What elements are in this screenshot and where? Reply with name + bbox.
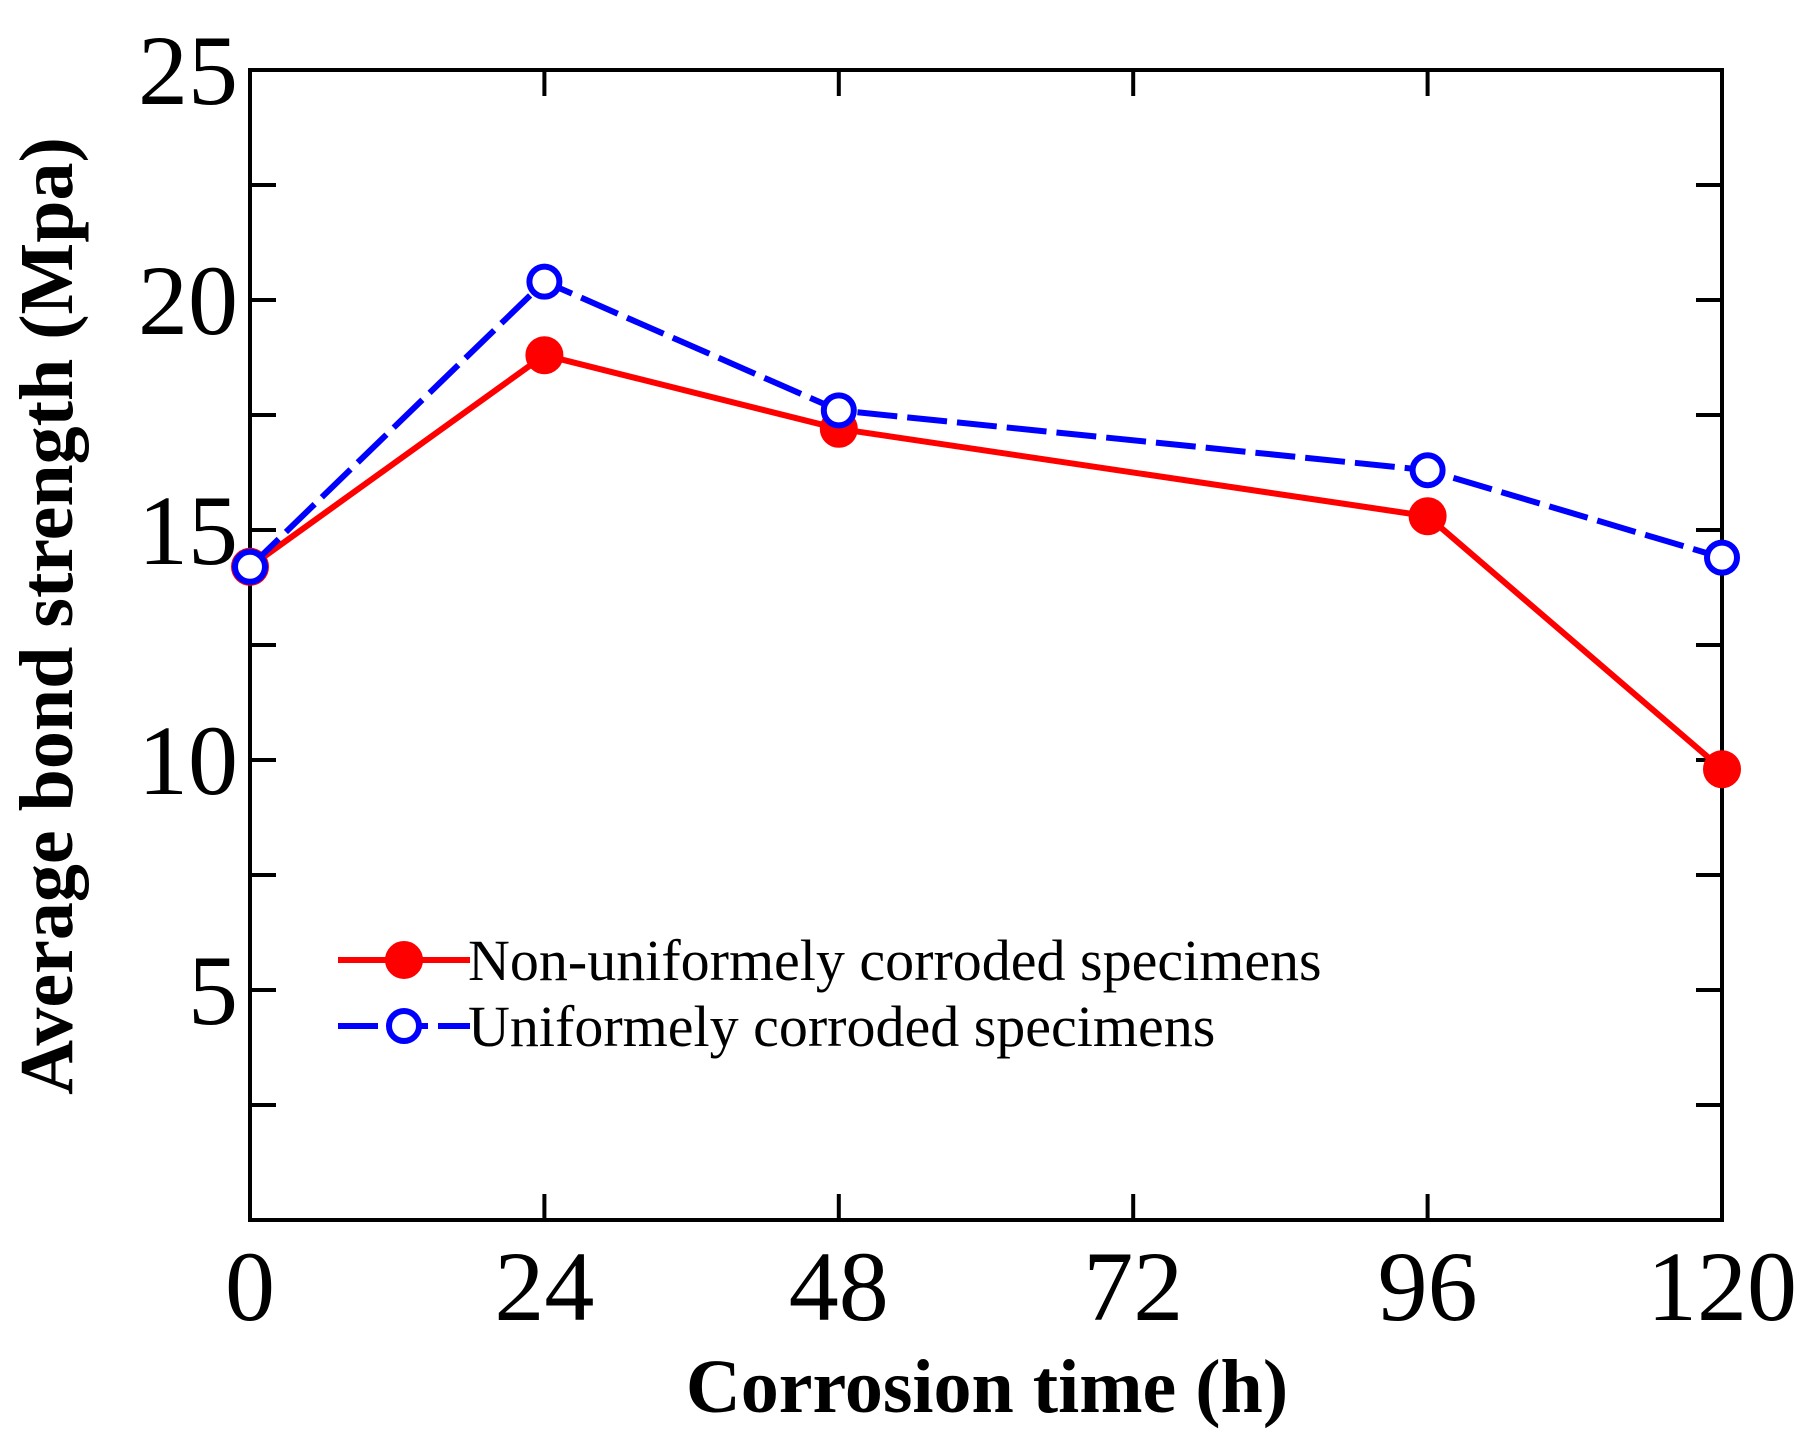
data-point <box>1703 750 1741 789</box>
y-axis-title: Average bond strength (Mpa) <box>5 137 89 1095</box>
data-point <box>820 392 857 429</box>
legend-item: Non-uniformely corroded specimens <box>338 928 1322 993</box>
x-tick-label: 48 <box>789 1231 889 1342</box>
legend-label: Uniformely corroded specimens <box>468 994 1215 1059</box>
data-point <box>232 548 268 585</box>
legend-item: Uniformely corroded specimens <box>338 994 1215 1059</box>
series-layer <box>231 263 1741 789</box>
x-axis-title: Corrosion time (h) <box>686 1345 1288 1429</box>
data-point <box>525 336 564 375</box>
legend-marker <box>385 941 423 979</box>
x-tick-label: 72 <box>1083 1231 1183 1342</box>
y-tick-label: 15 <box>138 475 238 586</box>
axes-layer: 0 24 48 72 96 120 5 10 15 20 25 <box>138 15 1797 1342</box>
data-point <box>526 263 563 300</box>
series-1 <box>231 336 1741 789</box>
series-2 <box>232 263 1740 585</box>
legend: Non-uniformely corroded specimensUniform… <box>338 928 1322 1059</box>
data-point <box>1704 539 1740 576</box>
x-tick-label: 96 <box>1378 1231 1478 1342</box>
x-tick-label: 24 <box>494 1231 594 1342</box>
x-tick-label: 120 <box>1647 1231 1797 1342</box>
y-tick-label: 10 <box>138 705 238 816</box>
data-point <box>1408 497 1447 536</box>
y-tick-label: 25 <box>138 15 238 126</box>
x-tick-label: 0 <box>225 1231 275 1342</box>
y-tick-label: 20 <box>138 245 238 356</box>
y-tick-label: 5 <box>188 935 238 1046</box>
legend-marker <box>386 1008 422 1044</box>
series-line <box>248 352 1724 772</box>
data-point <box>1409 452 1446 489</box>
legend-label: Non-uniformely corroded specimens <box>468 928 1322 993</box>
series-line <box>247 278 1723 569</box>
